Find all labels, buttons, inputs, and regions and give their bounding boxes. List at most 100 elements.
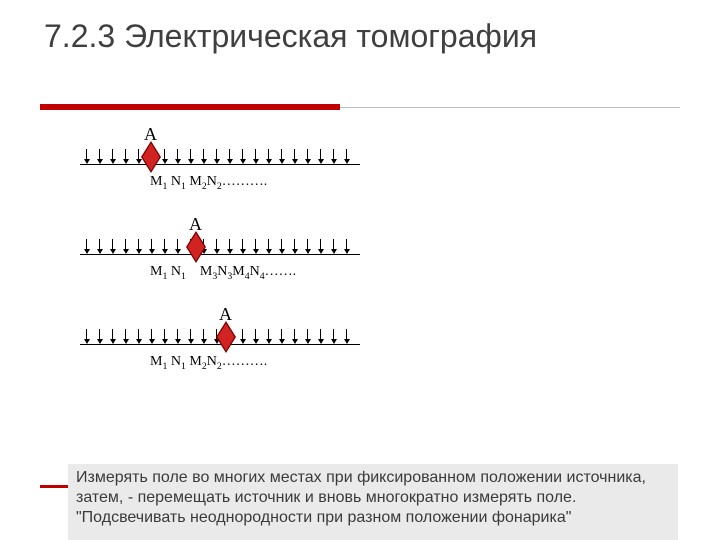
slide: { "title": { "text": "7.2.3 Электрическа… [0, 0, 720, 540]
electrode-arrow-head [162, 159, 168, 164]
electrode-arrow [99, 329, 100, 339]
source-label: A [144, 124, 157, 145]
electrode-arrow [320, 149, 321, 159]
electrode-arrow [294, 239, 295, 249]
electrode-arrow [333, 329, 334, 339]
electrode-arrow-head [123, 339, 129, 344]
electrode-arrow-head [110, 339, 116, 344]
electrode-arrow [307, 239, 308, 249]
electrode-arrow-head [123, 249, 129, 254]
electrode-arrow [229, 239, 230, 249]
electrode-arrow-head [84, 339, 90, 344]
electrode-arrow [294, 149, 295, 159]
electrode-arrow [294, 329, 295, 339]
footer-caption: Измерять поле во многих местах при фикси… [68, 464, 678, 540]
electrode-arrow [320, 329, 321, 339]
electrode-arrow [255, 239, 256, 249]
electrode-arrow-head [110, 249, 116, 254]
electrode-arrow [177, 329, 178, 339]
electrode-arrow [138, 329, 139, 339]
electrode-arrow-head [97, 159, 103, 164]
electrode-arrow [151, 239, 152, 249]
electrode-arrow-head [292, 159, 298, 164]
source-marker [186, 231, 206, 263]
electrode-arrow-head [149, 249, 155, 254]
electrode-arrow [177, 149, 178, 159]
electrode-arrow [138, 149, 139, 159]
electrode-arrow-head [84, 159, 90, 164]
electrode-arrow [86, 329, 87, 339]
source-marker [216, 321, 236, 353]
electrode-arrow [229, 149, 230, 159]
electrode-arrow-head [136, 249, 142, 254]
electrode-arrow-head [331, 339, 337, 344]
electrode-arrow-head [201, 339, 207, 344]
electrode-line [80, 254, 360, 255]
electrode-arrow [346, 239, 347, 249]
electrode-arrow-head [110, 159, 116, 164]
electrode-arrow [164, 239, 165, 249]
electrode-arrow-head [149, 339, 155, 344]
electrode-arrow-head [240, 159, 246, 164]
electrode-arrow-head [253, 249, 259, 254]
electrode-arrow-head [279, 339, 285, 344]
electrode-arrow-head [318, 339, 324, 344]
electrode-arrow-head [344, 339, 350, 344]
electrode-arrow-head [188, 159, 194, 164]
electrode-arrow-head [175, 249, 181, 254]
electrode-arrow-head [305, 249, 311, 254]
source-marker [141, 141, 161, 173]
electrode-arrow-head [318, 249, 324, 254]
electrode-arrow [164, 329, 165, 339]
electrode-arrow [125, 149, 126, 159]
electrode-arrow [86, 239, 87, 249]
electrode-arrow [320, 239, 321, 249]
electrode-arrow-head [266, 159, 272, 164]
electrode-arrow-head [123, 159, 129, 164]
title-underline-red [40, 104, 340, 110]
electrode-arrow [112, 329, 113, 339]
electrode-arrow-head [136, 339, 142, 344]
electrode-arrow-head [292, 339, 298, 344]
electrode-arrow-head [162, 339, 168, 344]
electrode-arrow-head [266, 249, 272, 254]
electrode-arrow-head [240, 249, 246, 254]
electrode-arrow [86, 149, 87, 159]
electrode-arrow [242, 149, 243, 159]
electrode-arrow-head [253, 159, 259, 164]
electrode-arrow-head [175, 339, 181, 344]
electrode-arrow [203, 329, 204, 339]
electrode-arrow [242, 329, 243, 339]
electrode-arrow [216, 149, 217, 159]
electrode-arrow [333, 239, 334, 249]
electrode-arrow-head [214, 249, 220, 254]
electrode-arrow-head [84, 249, 90, 254]
electrode-arrow-head [266, 339, 272, 344]
tomography-diagram: AM1 N1 M2N2……….AM1 N1 M3N3M4N4…….AM1 N1 … [80, 124, 370, 454]
electrode-arrow [151, 329, 152, 339]
electrode-arrow-head [214, 159, 220, 164]
electrode-arrow [125, 239, 126, 249]
electrode-arrow [268, 329, 269, 339]
electrode-arrow-head [344, 249, 350, 254]
electrode-arrow [112, 239, 113, 249]
electrode-arrow-head [344, 159, 350, 164]
electrode-arrow-head [162, 249, 168, 254]
electrode-arrow [99, 239, 100, 249]
source-label: A [219, 304, 232, 325]
electrode-arrow-head [175, 159, 181, 164]
electrode-arrow-head [97, 249, 103, 254]
electrode-arrow-head [227, 249, 233, 254]
electrode-arrow [281, 239, 282, 249]
electrode-arrow-head [292, 249, 298, 254]
electrode-arrow-head [331, 159, 337, 164]
electrode-arrow-head [188, 339, 194, 344]
electrode-arrow [99, 149, 100, 159]
page-title: 7.2.3 Электрическая томография [44, 18, 604, 55]
electrode-arrow [346, 149, 347, 159]
electrode-arrow-head [331, 249, 337, 254]
electrode-arrow [125, 329, 126, 339]
footer-accent-dash [40, 485, 68, 488]
electrode-arrow-head [318, 159, 324, 164]
electrode-arrow-head [97, 339, 103, 344]
